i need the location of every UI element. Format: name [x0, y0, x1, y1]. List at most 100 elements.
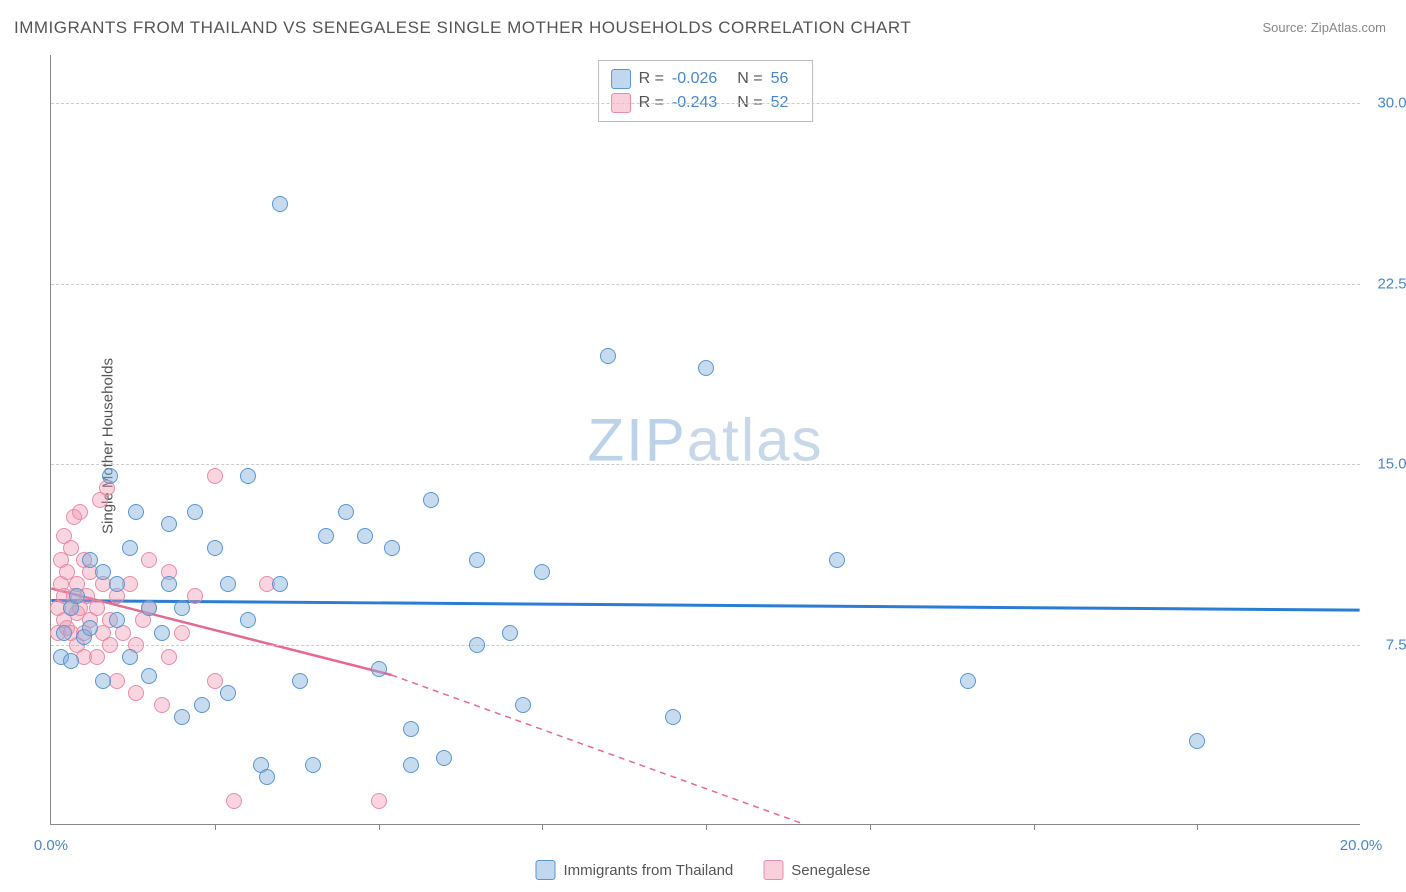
scatter-point-blue: [403, 721, 419, 737]
scatter-point-pink: [89, 649, 105, 665]
gridline-h: [51, 464, 1360, 465]
x-tick: [1034, 824, 1035, 830]
bottom-legend: Immigrants from Thailand Senegalese: [535, 860, 870, 880]
legend-blue-label: Immigrants from Thailand: [563, 862, 733, 879]
scatter-point-blue: [292, 673, 308, 689]
scatter-point-blue: [161, 516, 177, 532]
scatter-point-blue: [318, 528, 334, 544]
gridline-h: [51, 645, 1360, 646]
swatch-blue-icon: [611, 69, 631, 89]
y-tick-label: 30.0%: [1377, 95, 1406, 112]
scatter-point-pink: [371, 793, 387, 809]
scatter-point-blue: [122, 649, 138, 665]
scatter-point-blue: [698, 360, 714, 376]
scatter-point-blue: [403, 757, 419, 773]
scatter-point-blue: [272, 576, 288, 592]
legend-swatch-blue-icon: [535, 860, 555, 880]
scatter-point-blue: [187, 504, 203, 520]
scatter-point-blue: [82, 620, 98, 636]
scatter-point-blue: [56, 625, 72, 641]
scatter-point-blue: [259, 769, 275, 785]
scatter-point-blue: [600, 348, 616, 364]
x-tick: [379, 824, 380, 830]
scatter-point-blue: [423, 492, 439, 508]
gridline-h: [51, 284, 1360, 285]
scatter-point-pink: [226, 793, 242, 809]
blue-n-value: 56: [771, 70, 789, 88]
scatter-point-blue: [502, 625, 518, 641]
scatter-point-pink: [63, 540, 79, 556]
scatter-point-pink: [174, 625, 190, 641]
legend-item-blue: Immigrants from Thailand: [535, 860, 733, 880]
scatter-point-blue: [960, 673, 976, 689]
scatter-point-blue: [665, 709, 681, 725]
scatter-point-blue: [240, 468, 256, 484]
scatter-point-blue: [220, 576, 236, 592]
scatter-point-blue: [1189, 733, 1205, 749]
scatter-point-blue: [357, 528, 373, 544]
scatter-point-blue: [109, 612, 125, 628]
scatter-point-blue: [128, 504, 144, 520]
x-tick-label: 0.0%: [34, 837, 68, 854]
scatter-point-blue: [174, 600, 190, 616]
scatter-point-blue: [69, 588, 85, 604]
scatter-point-blue: [154, 625, 170, 641]
scatter-point-blue: [384, 540, 400, 556]
scatter-point-blue: [141, 668, 157, 684]
scatter-point-blue: [63, 653, 79, 669]
scatter-point-pink: [102, 637, 118, 653]
scatter-point-pink: [187, 588, 203, 604]
scatter-point-blue: [371, 661, 387, 677]
scatter-point-blue: [109, 576, 125, 592]
blue-r-value: -0.026: [672, 70, 717, 88]
scatter-point-blue: [141, 600, 157, 616]
scatter-point-blue: [174, 709, 190, 725]
r-label: R =: [639, 70, 664, 88]
scatter-point-blue: [436, 750, 452, 766]
scatter-point-blue: [829, 552, 845, 568]
scatter-point-blue: [102, 468, 118, 484]
chart-title: IMMIGRANTS FROM THAILAND VS SENEGALESE S…: [14, 18, 911, 38]
stats-legend: R = -0.026 N = 56 R = -0.243 N = 52: [598, 60, 814, 122]
n-label: N =: [737, 70, 762, 88]
source-attribution: Source: ZipAtlas.com: [1262, 20, 1386, 35]
scatter-point-pink: [89, 600, 105, 616]
scatter-point-blue: [338, 504, 354, 520]
x-tick: [1197, 824, 1198, 830]
scatter-point-blue: [95, 673, 111, 689]
scatter-point-blue: [122, 540, 138, 556]
x-tick: [706, 824, 707, 830]
scatter-point-blue: [469, 552, 485, 568]
legend-item-pink: Senegalese: [763, 860, 870, 880]
x-tick: [215, 824, 216, 830]
scatter-point-pink: [207, 673, 223, 689]
x-tick: [542, 824, 543, 830]
chart-container: IMMIGRANTS FROM THAILAND VS SENEGALESE S…: [0, 0, 1406, 892]
legend-pink-label: Senegalese: [791, 862, 870, 879]
scatter-point-pink: [141, 552, 157, 568]
watermark-atlas: atlas: [687, 406, 824, 473]
scatter-point-blue: [534, 564, 550, 580]
trend-lines: [51, 55, 1360, 824]
scatter-point-pink: [72, 504, 88, 520]
y-tick-label: 22.5%: [1377, 275, 1406, 292]
scatter-point-blue: [95, 564, 111, 580]
watermark-zip: ZIP: [587, 406, 686, 473]
scatter-point-blue: [272, 196, 288, 212]
y-tick-label: 7.5%: [1386, 636, 1406, 653]
scatter-point-blue: [220, 685, 236, 701]
x-tick: [870, 824, 871, 830]
scatter-point-pink: [128, 685, 144, 701]
stats-row-blue: R = -0.026 N = 56: [611, 67, 801, 91]
y-tick-label: 15.0%: [1377, 456, 1406, 473]
scatter-point-blue: [240, 612, 256, 628]
scatter-point-blue: [82, 552, 98, 568]
scatter-point-blue: [305, 757, 321, 773]
x-tick-label: 20.0%: [1340, 837, 1383, 854]
plot-area: ZIPatlas R = -0.026 N = 56 R = -0.243 N …: [50, 55, 1360, 825]
scatter-point-blue: [515, 697, 531, 713]
scatter-point-pink: [207, 468, 223, 484]
scatter-point-pink: [154, 697, 170, 713]
gridline-h: [51, 103, 1360, 104]
legend-swatch-pink-icon: [763, 860, 783, 880]
